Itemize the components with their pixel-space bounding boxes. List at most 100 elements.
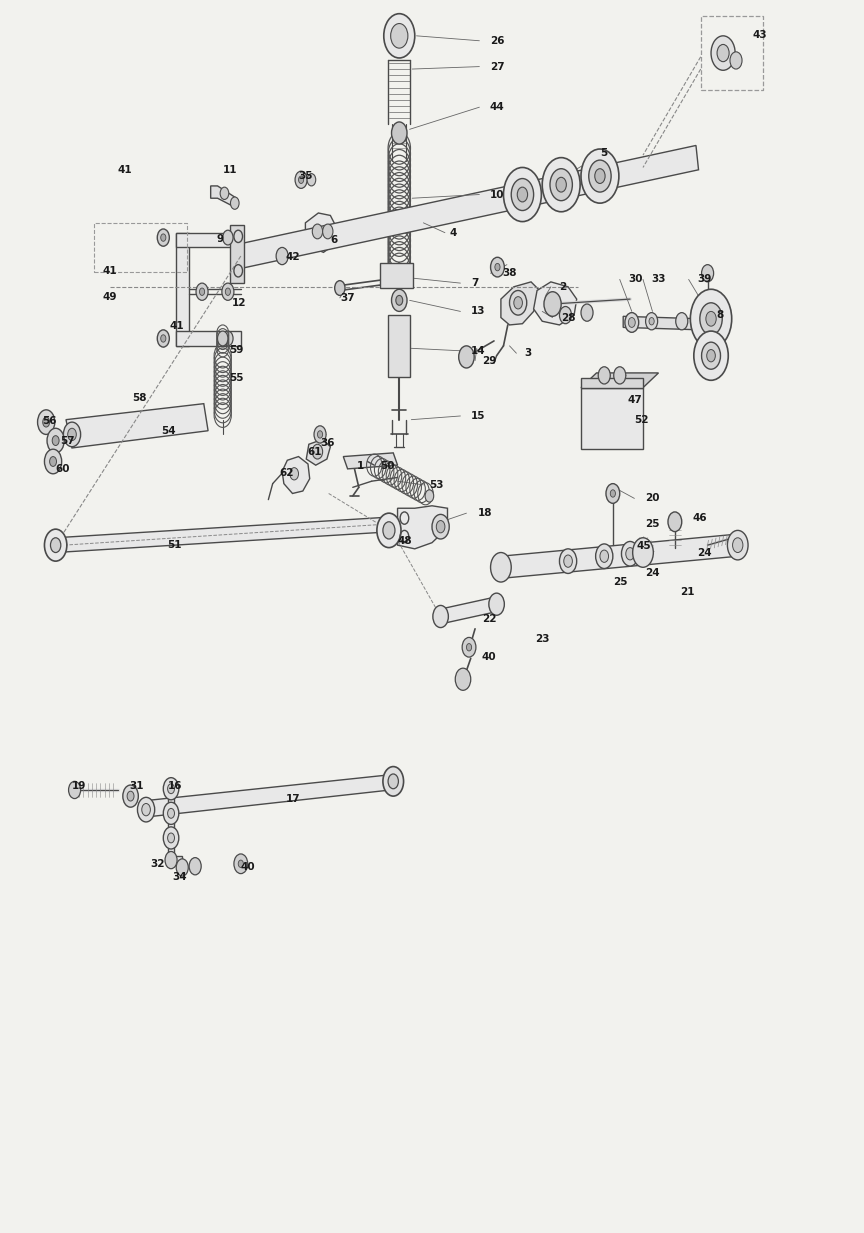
Circle shape — [157, 330, 169, 346]
Text: 4: 4 — [449, 228, 456, 238]
Polygon shape — [343, 453, 397, 469]
Text: 12: 12 — [232, 298, 246, 308]
Circle shape — [588, 160, 611, 192]
Text: 36: 36 — [320, 438, 334, 448]
Text: 39: 39 — [697, 275, 712, 285]
Polygon shape — [66, 403, 208, 448]
Circle shape — [491, 258, 505, 277]
Circle shape — [491, 552, 511, 582]
Circle shape — [200, 289, 205, 296]
Text: 37: 37 — [340, 293, 354, 303]
Circle shape — [314, 425, 326, 443]
Circle shape — [163, 778, 179, 800]
Circle shape — [322, 224, 333, 239]
Circle shape — [388, 774, 398, 789]
Text: 25: 25 — [613, 577, 627, 587]
Circle shape — [694, 332, 728, 380]
Text: 59: 59 — [230, 344, 244, 355]
Text: 10: 10 — [490, 190, 505, 200]
Circle shape — [50, 538, 60, 552]
Circle shape — [307, 174, 315, 186]
Text: 42: 42 — [286, 253, 300, 263]
Text: 24: 24 — [645, 568, 660, 578]
Circle shape — [37, 409, 54, 434]
Polygon shape — [239, 145, 698, 269]
Circle shape — [702, 343, 721, 369]
Circle shape — [42, 417, 49, 427]
Circle shape — [690, 290, 732, 348]
Circle shape — [598, 366, 610, 383]
Text: 6: 6 — [330, 236, 338, 245]
Polygon shape — [623, 317, 701, 330]
Circle shape — [165, 852, 177, 869]
Text: 23: 23 — [536, 634, 550, 644]
Circle shape — [383, 522, 395, 539]
Circle shape — [312, 224, 322, 239]
Circle shape — [625, 313, 638, 333]
Circle shape — [142, 804, 150, 816]
Circle shape — [510, 291, 527, 316]
Text: 14: 14 — [471, 345, 486, 356]
Circle shape — [234, 854, 248, 874]
Polygon shape — [305, 213, 337, 253]
Text: 29: 29 — [482, 355, 496, 366]
Circle shape — [276, 248, 289, 265]
Polygon shape — [142, 774, 402, 817]
Circle shape — [613, 366, 626, 383]
Circle shape — [161, 335, 166, 343]
Circle shape — [223, 231, 233, 245]
Text: 25: 25 — [645, 519, 660, 529]
Text: 41: 41 — [169, 321, 184, 332]
Circle shape — [226, 289, 231, 296]
Circle shape — [462, 637, 476, 657]
Circle shape — [196, 284, 208, 301]
Circle shape — [543, 158, 580, 212]
Circle shape — [707, 349, 715, 361]
Circle shape — [168, 809, 175, 819]
Circle shape — [518, 187, 528, 202]
Text: 13: 13 — [471, 307, 486, 317]
Circle shape — [222, 284, 234, 301]
Circle shape — [459, 345, 474, 367]
Circle shape — [47, 428, 64, 453]
Text: 40: 40 — [482, 652, 497, 662]
Circle shape — [730, 52, 742, 69]
Polygon shape — [55, 517, 393, 552]
Circle shape — [600, 550, 608, 562]
Text: 31: 31 — [129, 782, 143, 792]
Circle shape — [628, 318, 635, 328]
Circle shape — [231, 197, 239, 210]
Text: 35: 35 — [298, 171, 313, 181]
Bar — [380, 264, 413, 289]
Text: 43: 43 — [753, 30, 767, 39]
Text: 19: 19 — [72, 782, 86, 792]
Circle shape — [621, 541, 638, 566]
Circle shape — [706, 312, 716, 327]
Circle shape — [711, 36, 735, 70]
Polygon shape — [176, 233, 189, 345]
Circle shape — [610, 490, 615, 497]
Circle shape — [334, 281, 345, 296]
Circle shape — [377, 513, 401, 547]
Text: 18: 18 — [478, 508, 492, 518]
Text: 15: 15 — [471, 411, 486, 420]
Text: 45: 45 — [637, 541, 651, 551]
Circle shape — [511, 179, 534, 211]
Text: 16: 16 — [168, 782, 182, 792]
Circle shape — [432, 514, 449, 539]
Text: 62: 62 — [280, 467, 294, 477]
Polygon shape — [440, 597, 498, 624]
Circle shape — [433, 605, 448, 628]
Circle shape — [504, 168, 542, 222]
Polygon shape — [703, 307, 719, 366]
Text: 30: 30 — [628, 275, 643, 285]
Circle shape — [49, 456, 56, 466]
Text: 46: 46 — [693, 513, 708, 523]
Polygon shape — [397, 506, 448, 549]
Circle shape — [223, 332, 233, 345]
Text: 27: 27 — [490, 62, 505, 72]
Text: 11: 11 — [223, 165, 238, 175]
Text: 33: 33 — [651, 275, 666, 285]
Text: 34: 34 — [172, 872, 187, 883]
Circle shape — [436, 520, 445, 533]
